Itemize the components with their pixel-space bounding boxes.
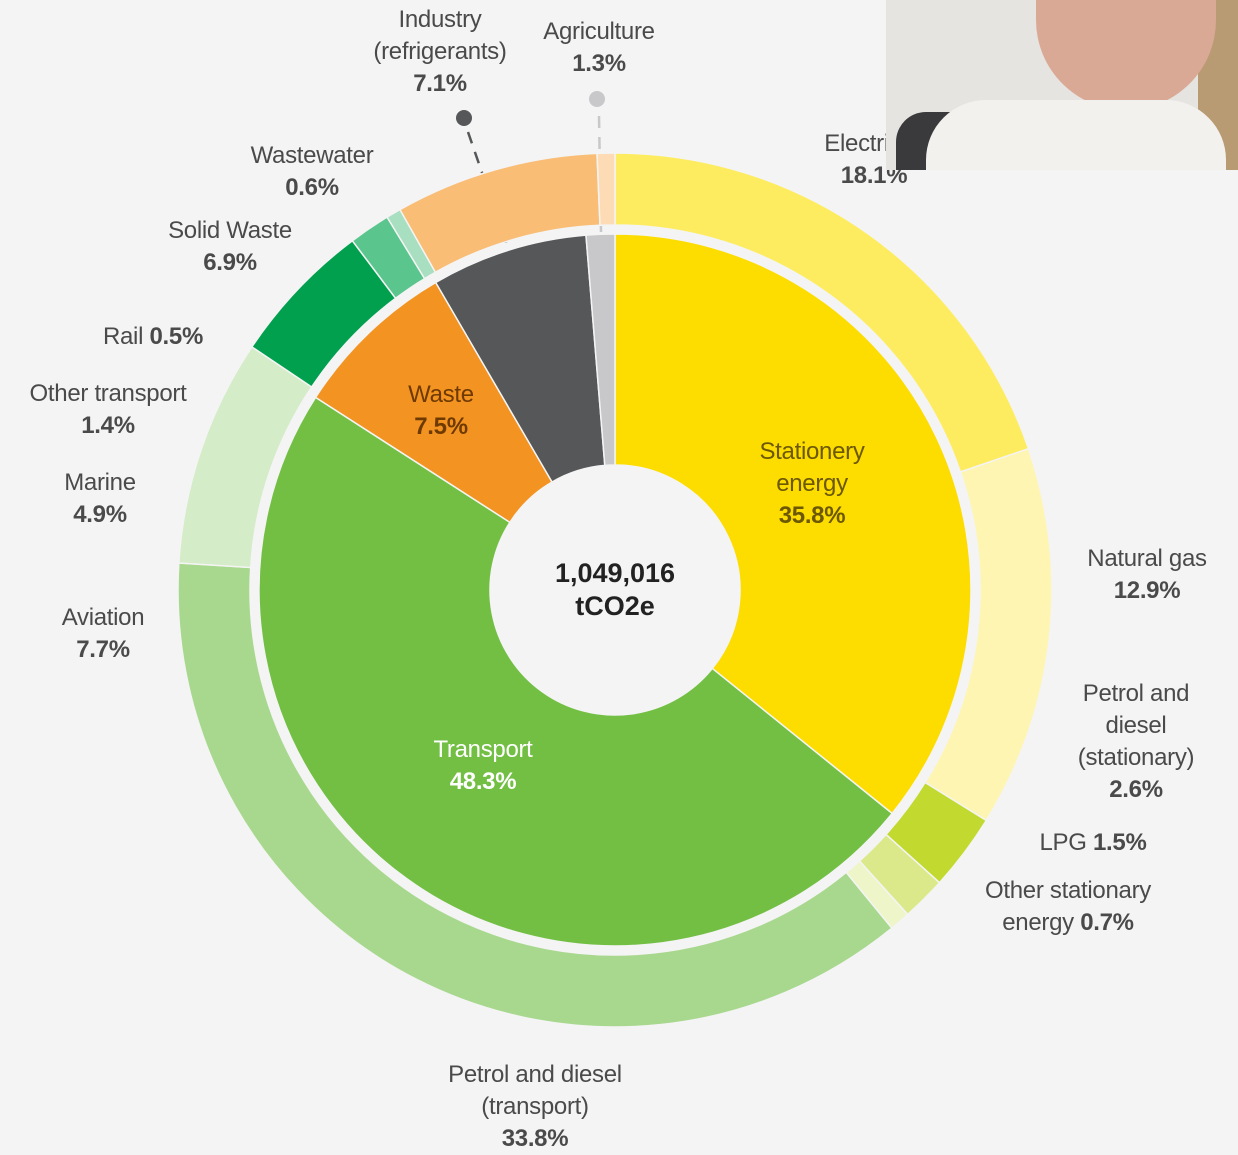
- label-name: Agriculture: [543, 18, 655, 45]
- label-value: 7.7%: [76, 636, 130, 663]
- outer-label: Natural gas 12.9%: [1072, 543, 1222, 607]
- leader-dot: [456, 110, 472, 126]
- label-value: 0.5%: [149, 323, 204, 350]
- center-unit: tCO2e: [575, 591, 655, 621]
- label-name: Other stationary energy: [985, 877, 1151, 936]
- center-label: 1,049,016 tCO2e: [555, 557, 675, 623]
- label-value: 7.1%: [413, 70, 467, 97]
- label-name: Natural gas: [1087, 545, 1207, 572]
- label-value: 33.8%: [501, 1125, 569, 1152]
- label-value: 2.6%: [1109, 776, 1163, 803]
- label-name: Other transport: [29, 380, 187, 407]
- inner-label: Agriculture 1.3%: [524, 16, 674, 80]
- label-value: 0.6%: [285, 174, 339, 201]
- outer-label: Other stationary energy 0.7%: [968, 875, 1168, 939]
- label-value: 48.3%: [449, 768, 517, 795]
- inner-segment: [434, 234, 606, 484]
- inner-label: Transport 48.3%: [403, 734, 563, 798]
- inner-segment: [585, 233, 616, 467]
- webcam-overlay: [886, 0, 1238, 170]
- center-value: 1,049,016: [554, 558, 676, 588]
- outer-label: Petrol and diesel (transport) 33.8%: [415, 1059, 655, 1155]
- label-value: 1.3%: [572, 50, 626, 77]
- label-name: Aviation: [61, 604, 145, 631]
- outer-label: Petrol and diesel (stationary) 2.6%: [1061, 678, 1211, 806]
- label-value: 1.4%: [81, 412, 135, 439]
- outer-segment: [596, 152, 616, 227]
- label-name: Marine: [64, 469, 136, 496]
- outer-label: Aviation 7.7%: [43, 602, 163, 666]
- label-value: 6.9%: [203, 249, 257, 276]
- outer-label: Rail 0.5%: [83, 321, 223, 353]
- inner-segment: [614, 233, 972, 815]
- label-name: Stationery energy: [759, 438, 865, 497]
- outer-label: Wastewater 0.6%: [232, 140, 392, 204]
- inner-label: Stationery energy 35.8%: [737, 436, 887, 532]
- label-name: Industry (refrigerants): [373, 6, 507, 65]
- leader-dot: [589, 91, 605, 107]
- inner-label: Industry (refrigerants) 7.1%: [355, 4, 525, 100]
- webcam-person: [1036, 0, 1216, 110]
- leader-lines: [456, 91, 605, 249]
- label-value: 0.7%: [1080, 909, 1134, 936]
- label-name: Solid Waste: [168, 217, 292, 244]
- outer-label: Marine 4.9%: [40, 467, 160, 531]
- rings: [177, 152, 1053, 1028]
- outer-label: Solid Waste 6.9%: [150, 215, 310, 279]
- label-value: 35.8%: [778, 502, 846, 529]
- label-value: 1.5%: [1092, 829, 1147, 856]
- label-value: 4.9%: [73, 501, 127, 528]
- label-name: Rail: [102, 323, 144, 350]
- inner-label: Waste 7.5%: [391, 379, 491, 443]
- label-name: Petrol and diesel (stationary): [1077, 680, 1195, 771]
- label-value: 7.5%: [414, 413, 468, 440]
- inner-segment: [258, 396, 894, 947]
- outer-label: LPG 1.5%: [1023, 827, 1163, 859]
- outer-label: Other transport 1.4%: [8, 378, 208, 442]
- label-name: LPG: [1039, 829, 1087, 856]
- label-name: Wastewater: [250, 142, 374, 169]
- label-name: Transport: [433, 736, 533, 763]
- label-name: Waste: [408, 381, 474, 408]
- label-value: 12.9%: [1113, 577, 1181, 604]
- webcam-shirt: [926, 100, 1226, 170]
- label-name: Petrol and diesel (transport): [448, 1061, 622, 1120]
- outer-segment: [177, 562, 893, 1028]
